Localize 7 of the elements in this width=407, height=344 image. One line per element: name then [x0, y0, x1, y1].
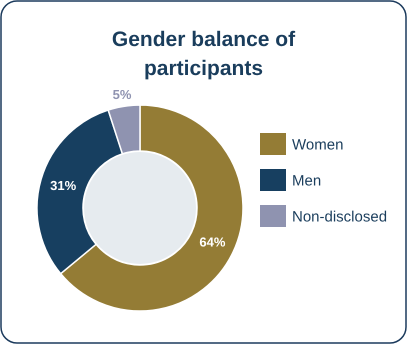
legend-label: Men: [292, 172, 322, 190]
legend-label: Women: [292, 136, 344, 154]
legend-label: Non-disclosed: [292, 208, 388, 226]
data-label: 5%: [112, 86, 132, 102]
data-label: 31%: [50, 178, 77, 194]
data-label: 64%: [199, 234, 226, 250]
chart-title: Gender balance of participants: [112, 28, 296, 80]
